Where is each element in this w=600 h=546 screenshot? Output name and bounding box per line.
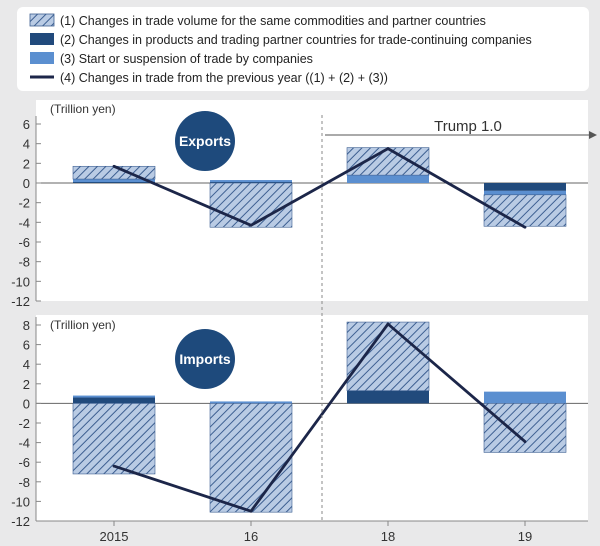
exports-y-tick-label: -6	[18, 235, 30, 250]
imports-badge-circle	[175, 329, 235, 389]
exports-bar-products-16	[210, 182, 292, 183]
imports-bar-volume-18	[346, 321, 430, 391]
exports-bar-startstop-16	[210, 180, 292, 183]
x-tick-label-16: 16	[244, 529, 258, 544]
legend-swatch-startstop	[30, 52, 54, 64]
imports-badge: Imports	[175, 329, 235, 389]
imports-y-tick-label: -10	[11, 494, 30, 509]
exports-y-tick-label: -8	[18, 255, 30, 270]
trump-arrow-head	[589, 131, 597, 139]
legend-label-startstop: (3) Start or suspension of trade by comp…	[60, 52, 313, 66]
x-ticks: 2015 16 18 19	[100, 521, 532, 544]
imports-y-tick-label: -4	[18, 436, 30, 451]
exports-y-tick-label: 2	[23, 156, 30, 171]
legend-item-startstop: (3) Start or suspension of trade by comp…	[30, 52, 313, 66]
imports-y-tick-label: -6	[18, 455, 30, 470]
x-tick-label-2015: 2015	[100, 529, 129, 544]
imports-total-point-16	[249, 509, 253, 513]
imports-total-line-layer	[112, 322, 527, 513]
legend-swatch-products	[30, 33, 54, 45]
exports-bar-startstop-2015	[73, 179, 155, 183]
exports-panel: (Trillion yen) 6 4 2 0 -2 -4 -6 -8 -10 -12 Export…	[11, 100, 597, 309]
imports-y-tick-label: -2	[18, 416, 30, 431]
exports-bar-products-2015	[73, 182, 155, 183]
exports-badge-circle	[175, 111, 235, 171]
x-axis: 2015 16 18 19	[36, 520, 588, 544]
exports-bar-products-19	[484, 183, 566, 191]
exports-total-point-16	[249, 223, 253, 227]
x-tick-label-19: 19	[518, 529, 532, 544]
imports-y-tick-label: -12	[11, 514, 30, 529]
exports-y-tick-label: -4	[18, 215, 30, 230]
imports-bars	[36, 321, 588, 513]
exports-y-tick-label: -10	[11, 274, 30, 289]
imports-total-line	[113, 322, 526, 513]
imports-y-tick-label: 4	[23, 357, 30, 372]
exports-y-tick-label: 6	[23, 117, 30, 132]
imports-y-tick-label: -8	[18, 475, 30, 490]
imports-y-tick-label: 0	[23, 396, 30, 411]
exports-y-tick-label: 0	[23, 176, 30, 191]
exports-bars	[36, 147, 588, 228]
exports-badge-label: Exports	[179, 133, 231, 149]
imports-bar-startstop-2015	[73, 395, 155, 398]
legend-item-volume: (1) Changes in trade volume for the same…	[29, 13, 486, 28]
imports-bar-startstop-16	[210, 401, 292, 404]
imports-bar-products-2015	[73, 397, 155, 404]
imports-bar-products-18	[347, 390, 429, 404]
legend-item-products: (2) Changes in products and trading part…	[30, 33, 532, 47]
imports-bar-volume-16	[209, 403, 293, 513]
exports-y-tick-label: -12	[11, 294, 30, 309]
exports-total-line	[113, 147, 526, 229]
exports-bar-volume-16	[209, 182, 293, 228]
imports-badge-label: Imports	[179, 351, 231, 367]
trump-label: Trump 1.0	[434, 118, 502, 135]
exports-y-tick-label: 4	[23, 137, 30, 152]
exports-total-point-18	[386, 147, 390, 150]
exports-bar-startstop-18	[347, 175, 429, 183]
imports-total-point-18	[386, 322, 390, 326]
exports-total-point-19	[523, 225, 527, 229]
legend-item-total: (4) Changes in trade from the previous y…	[30, 71, 388, 85]
legend-label-products: (2) Changes in products and trading part…	[60, 33, 532, 47]
imports-total-point-19	[523, 440, 527, 444]
legend-label-total: (4) Changes in trade from the previous y…	[60, 71, 388, 85]
trump-annotation: Trump 1.0	[325, 118, 597, 139]
legend-label-volume: (1) Changes in trade volume for the same…	[60, 14, 486, 28]
exports-bar-volume-18	[346, 147, 430, 176]
legend: (1) Changes in trade volume for the same…	[17, 7, 589, 91]
exports-y-ticks: 6 4 2 0 -2 -4 -6 -8 -10 -12	[11, 116, 41, 309]
exports-unit-label: (Trillion yen)	[50, 102, 116, 116]
imports-panel: (Trillion yen) 8 6 4 2 0 -2 -4 -6 -8 -10 -12 Impor…	[11, 315, 588, 529]
legend-box	[17, 7, 589, 91]
imports-total-point-2015	[112, 464, 116, 468]
imports-bar-startstop-19	[484, 391, 566, 404]
exports-bar-startstop-19	[484, 190, 566, 195]
imports-y-tick-label: 8	[23, 318, 30, 333]
exports-badge: Exports	[175, 111, 235, 171]
exports-total-point-2015	[112, 164, 116, 168]
x-tick-label-18: 18	[381, 529, 395, 544]
imports-y-tick-label: 2	[23, 377, 30, 392]
imports-unit-label: (Trillion yen)	[50, 318, 116, 332]
imports-bar-volume-19	[483, 403, 567, 453]
legend-swatch-volume	[29, 13, 55, 27]
exports-total-line-layer	[112, 147, 527, 229]
exports-y-tick-label: -2	[18, 196, 30, 211]
imports-bar-volume-2015	[72, 403, 156, 475]
imports-y-tick-label: 6	[23, 338, 30, 353]
